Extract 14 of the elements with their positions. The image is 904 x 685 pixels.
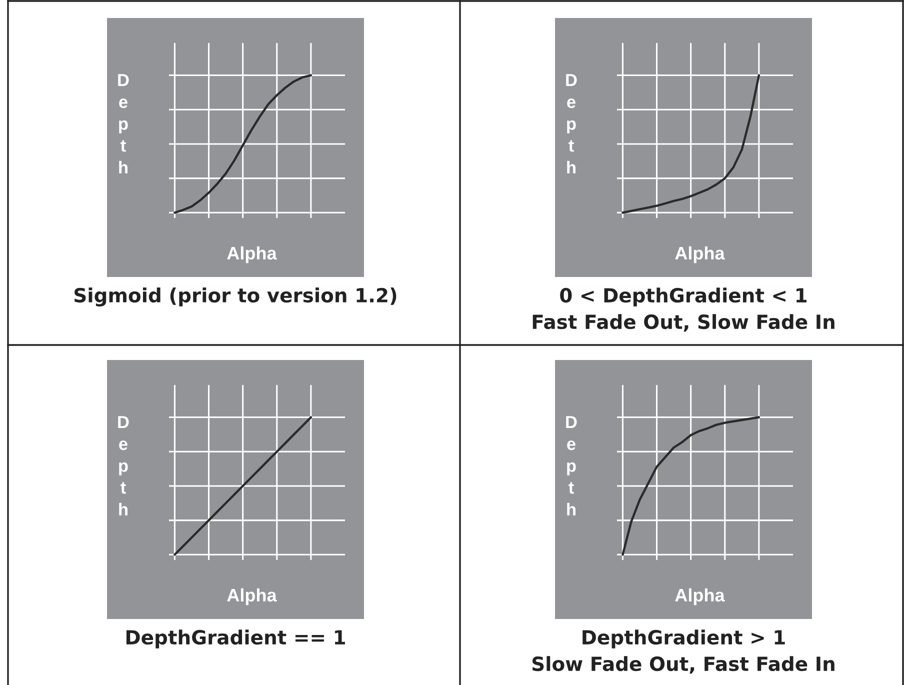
y-axis-title: Depth	[118, 74, 129, 174]
text: Sigmoid (prior to version 1.2)	[74, 288, 396, 306]
x-axis-title: Alpha	[227, 588, 277, 606]
y-axis-title: Depth	[566, 416, 577, 516]
text: Fast Fade Out, Slow Fade In	[532, 314, 834, 332]
x-axis-title: Alpha	[675, 588, 725, 606]
text: Slow Fade Out, Fast Fade In	[532, 656, 834, 674]
x-axis-title: Alpha	[227, 246, 277, 264]
text: 0 < DepthGradient < 1	[560, 288, 807, 306]
y-axis-title: Depth	[118, 416, 129, 516]
text: DepthGradient == 1	[126, 630, 345, 648]
text: DepthGradient > 1	[582, 630, 785, 648]
y-axis-title: Depth	[566, 74, 577, 174]
x-axis-title: Alpha	[675, 246, 725, 264]
